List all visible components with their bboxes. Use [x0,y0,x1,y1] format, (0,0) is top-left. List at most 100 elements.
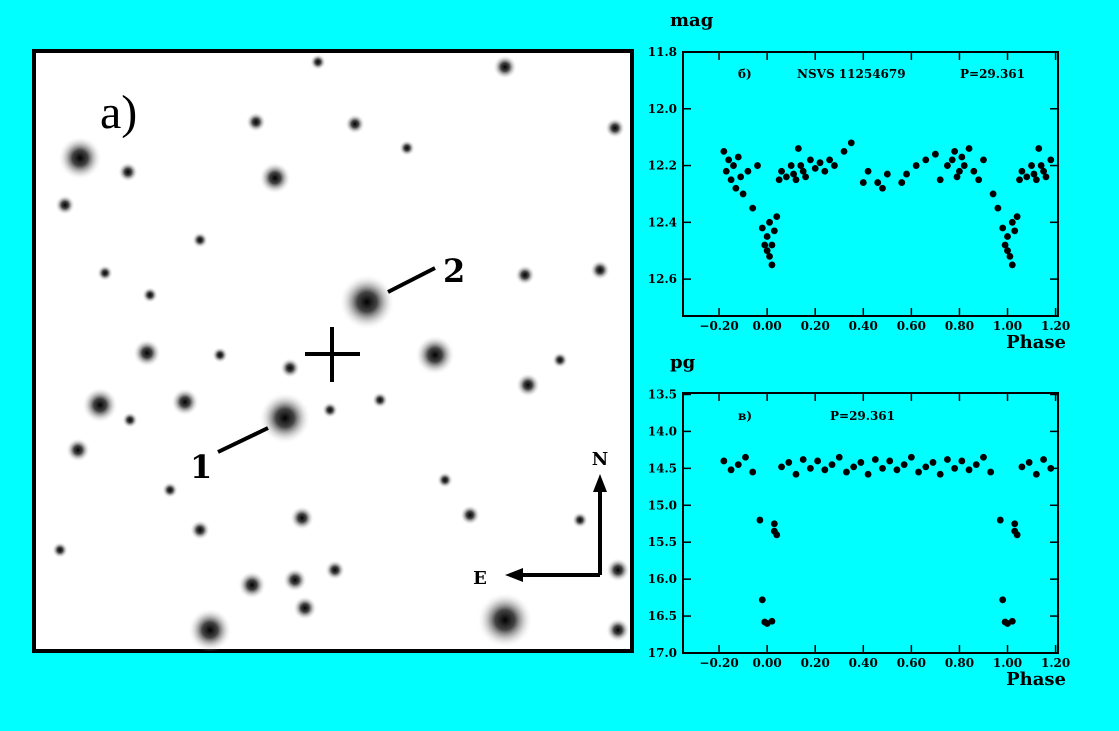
data-point [770,520,778,528]
data-point [814,457,822,465]
data-point [980,453,987,461]
data-point [929,459,937,466]
data-point [953,173,961,181]
data-point [763,247,771,255]
data-point [879,184,886,192]
data-point [749,204,757,212]
data-point [883,170,891,178]
x-tick-label: 0.80 [945,319,974,333]
data-point [821,466,829,474]
y-tick-label: 14.5 [648,461,677,475]
data-point [831,162,838,169]
data-point [951,464,959,472]
data-point [948,156,956,164]
data-point [739,190,747,198]
data-point [766,218,773,226]
data-point [912,162,920,169]
data-point [1028,162,1035,169]
x-tick-label: 0.60 [897,319,926,333]
x-tick-label: 1.20 [1041,319,1070,333]
y-tick-label: 12.2 [648,159,677,173]
data-point [720,147,728,155]
data-point [763,233,771,240]
data-point [879,464,886,472]
data-point [758,596,766,604]
stars [52,54,630,652]
plot-frame [682,392,1059,654]
y-tick-label: 11.8 [648,45,677,59]
data-point [1030,170,1038,178]
x-tick-label: 0.80 [945,656,974,670]
data-point [799,456,807,463]
data-point [835,453,843,461]
data-point [1011,227,1019,235]
markers [217,266,602,577]
data-point [893,466,901,474]
y-tick-label: 16.0 [648,572,677,586]
data-point [782,173,790,181]
data-point [730,162,737,169]
data-point [768,241,776,249]
data-point [797,162,805,169]
data-point [1037,162,1045,169]
data-point [770,227,778,235]
east-label: E [473,568,487,589]
x-tick-label: 0.20 [801,656,830,670]
data-point [1032,176,1040,184]
y-tick-label: 14.0 [648,424,677,438]
star-field: a) 1 2 N E [32,49,634,653]
data-point [1008,218,1016,226]
x-tick-label: 0.20 [801,319,830,333]
plot-frame [682,51,1059,317]
x-tick-label: 1.00 [993,656,1022,670]
data-point [989,190,997,198]
data-point [744,167,752,175]
data-point [850,463,858,471]
data-point [1016,176,1023,184]
data-point [847,139,855,147]
data-point [773,531,781,539]
data-point [1047,156,1055,164]
data-point [960,162,968,169]
data-point [768,617,776,625]
data-point [766,252,773,260]
y-tick-label: 15.0 [648,498,677,512]
data-point [749,468,757,476]
data-point [965,145,973,152]
x-tick-label: 1.20 [1041,656,1070,670]
north-arrow [593,474,607,492]
data-point [790,170,797,178]
data-point [821,167,829,175]
data-point [1023,173,1031,181]
y-tick-label: 13.5 [648,387,677,401]
data-point [859,179,867,186]
data-point [944,162,951,169]
data-point [932,150,939,158]
x-tick-label: −0.20 [699,656,738,670]
x-tick-label: 0.60 [897,656,926,670]
y-tick-label: 16.5 [648,609,677,623]
data-point [999,596,1007,604]
data-point [996,516,1004,524]
panel-label: a) [100,86,137,139]
data-point [1008,617,1016,625]
data-point [1040,456,1047,463]
data-point [799,167,807,175]
data-point [734,461,742,469]
data-point [826,156,834,164]
data-point [1025,459,1033,466]
annotation: в) [738,409,752,423]
y-tick-label: 15.5 [648,535,677,549]
data-point [903,170,910,178]
data-point [1011,520,1019,528]
data-point [886,457,894,465]
data-point [792,470,800,478]
data-point [811,164,819,172]
data-point [864,167,872,175]
data-point [1018,463,1026,471]
x-tick-label: 0.40 [849,319,878,333]
y-tick-label: 12.6 [648,272,677,286]
data-point [951,147,959,155]
data-point [725,156,733,164]
